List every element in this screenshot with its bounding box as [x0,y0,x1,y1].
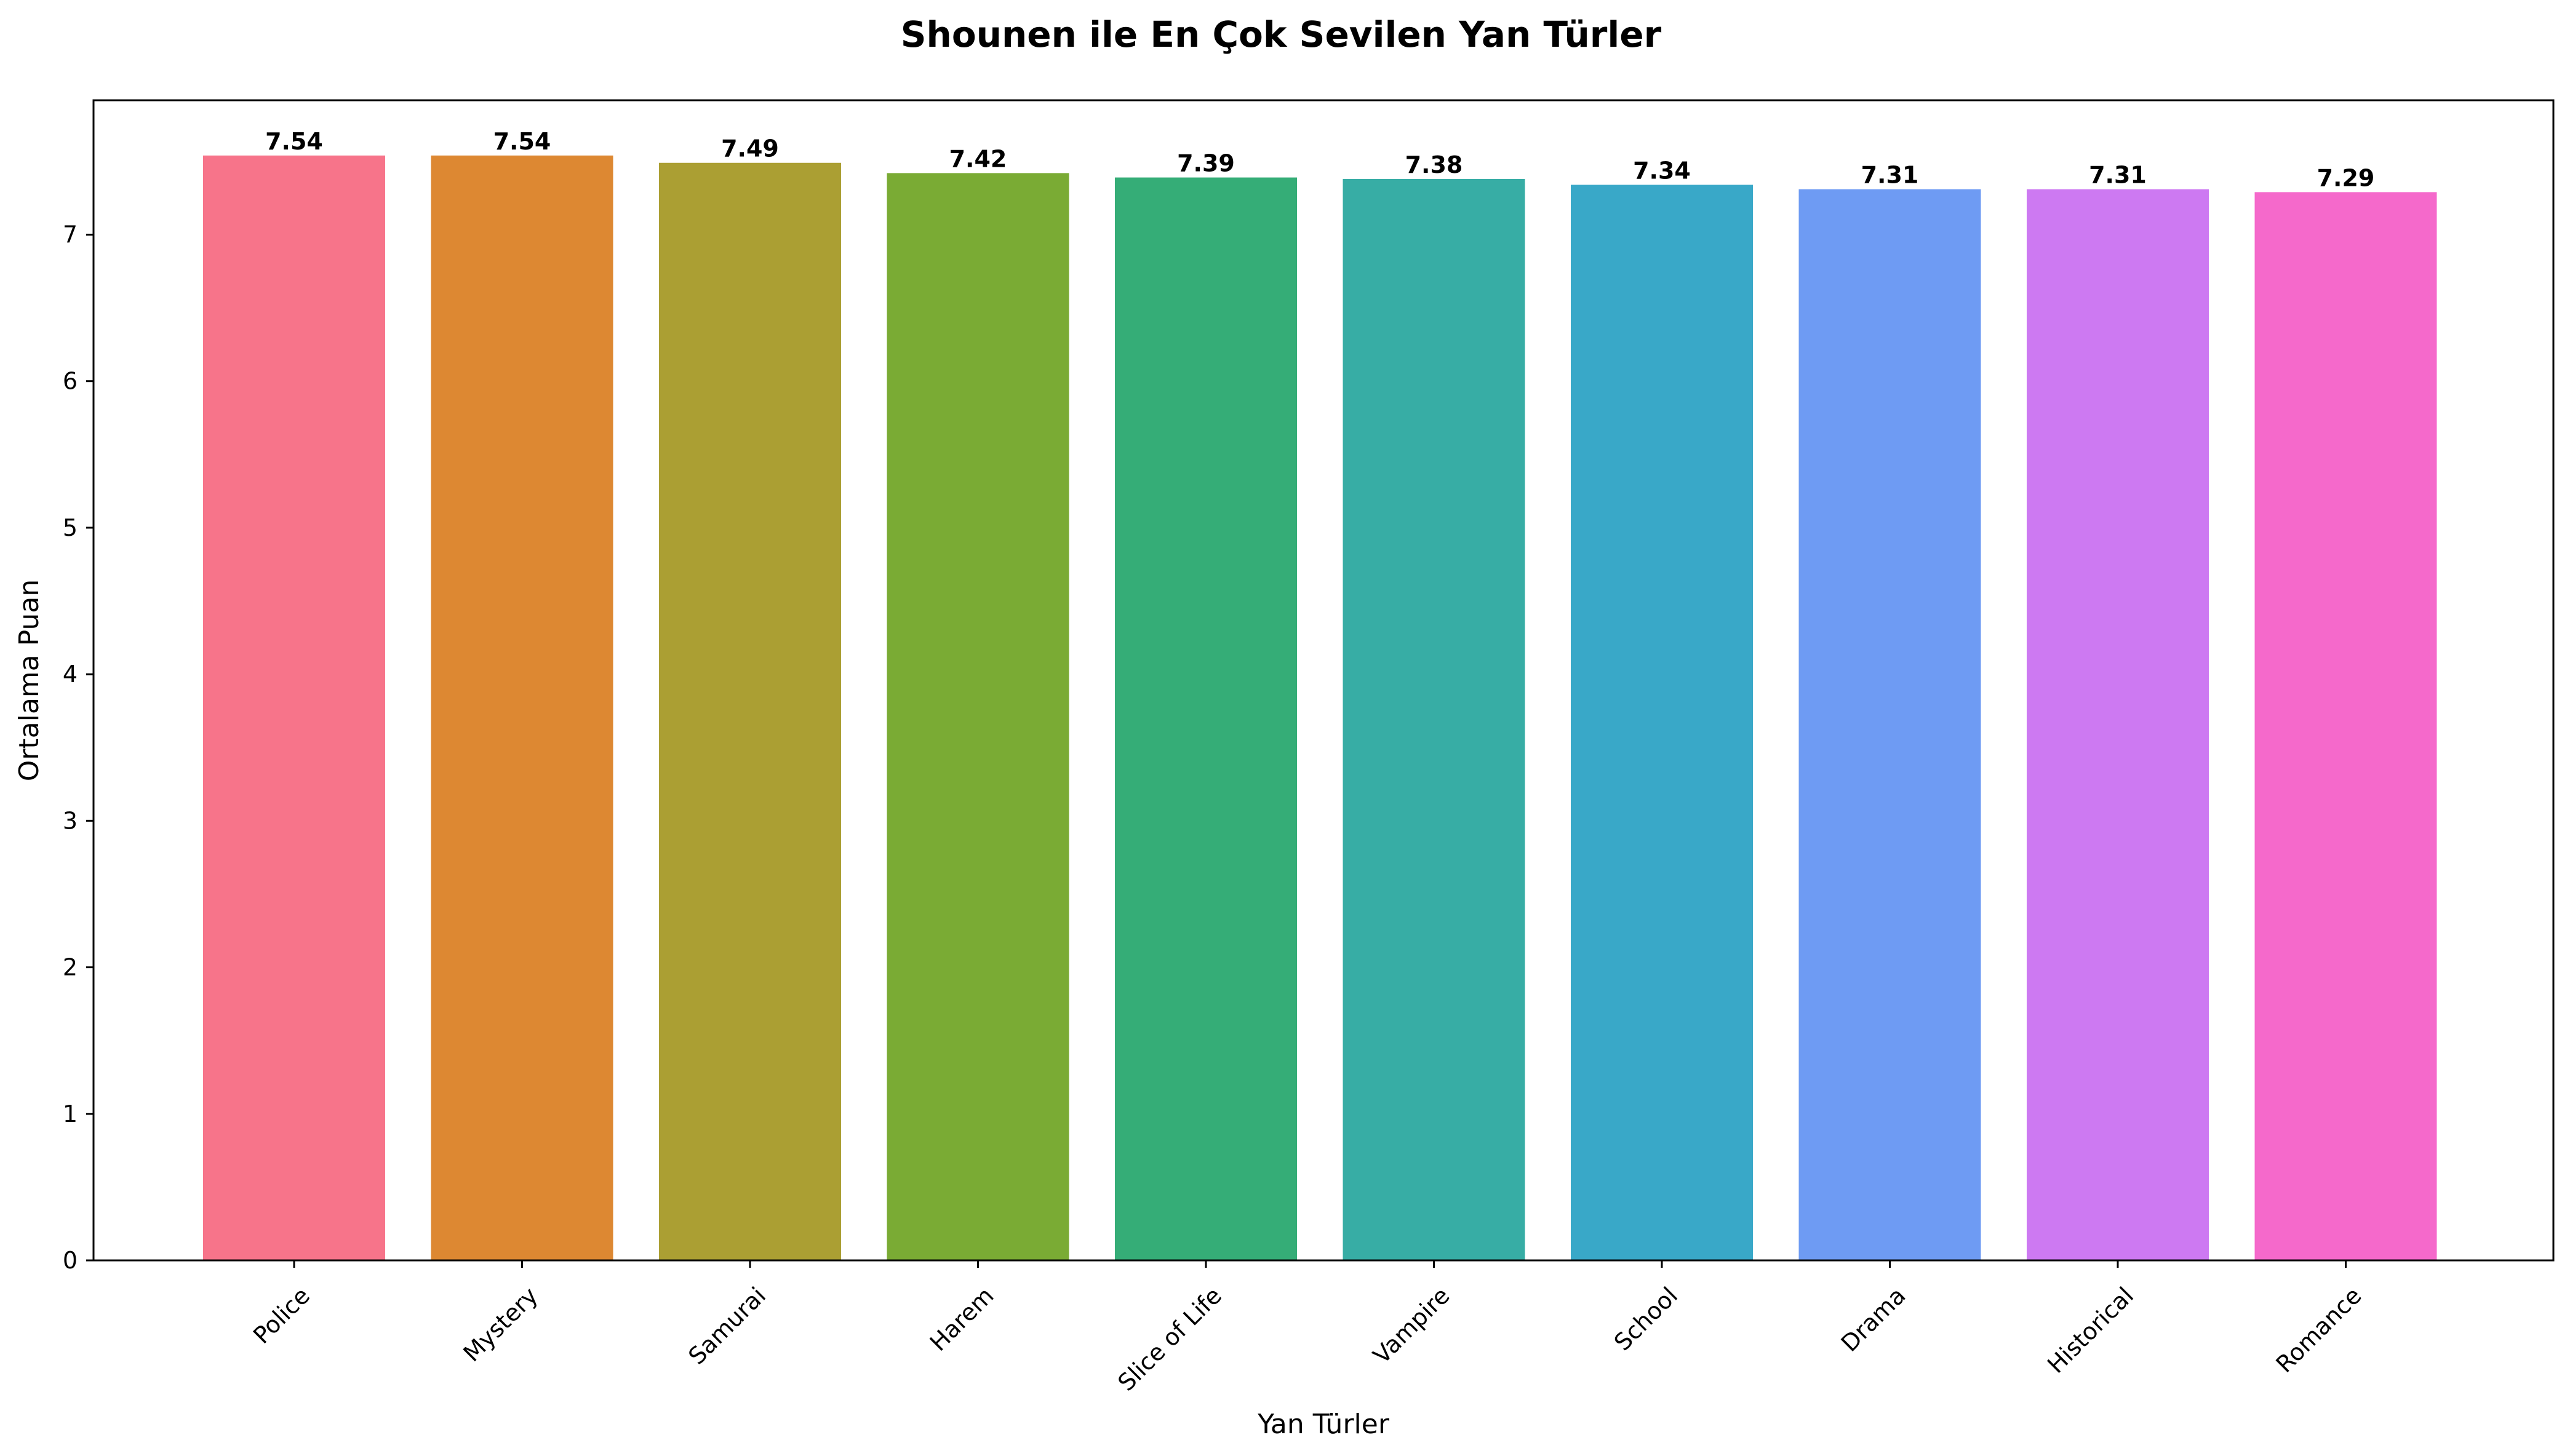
y-tick-label: 0 [63,1247,78,1274]
bar-value-label: 7.54 [265,128,323,155]
y-tick-label: 3 [63,807,78,834]
y-axis: 0 1 2 3 4 5 6 7 [63,221,94,1274]
bar-value-label: 7.31 [2089,162,2147,189]
y-tick-label: 4 [63,661,78,688]
y-axis-label: Ortalama Puan [14,579,45,781]
x-tick-label: Drama [1836,1282,1911,1357]
bar-value-label: 7.38 [1405,151,1463,178]
y-tick-label: 7 [63,221,78,248]
y-tick-label: 6 [63,368,78,395]
bar [2254,192,2437,1261]
bar [659,162,841,1261]
bar-value-label: 7.54 [493,128,551,155]
x-axis: Police Mystery Samurai Harem Slice of Life Va… [248,1260,2367,1396]
x-tick-label: School [1609,1282,1683,1356]
x-tick-label: Mystery [458,1282,543,1367]
x-tick-label: Vampire [1368,1282,1455,1369]
y-tick-label: 1 [63,1100,78,1128]
bar [1343,178,1525,1261]
bar-value-label: 7.34 [1633,157,1691,184]
bar-value-label: 7.31 [1861,162,1919,189]
bar-value-label: 7.29 [2317,164,2375,191]
chart-title: Shounen ile En Çok Sevilen Yan Türler [901,14,1662,55]
x-tick-label: Samurai [683,1282,771,1370]
bar-value-label: 7.39 [1177,150,1235,177]
bar [1115,177,1297,1261]
bar-value-label: 7.49 [721,135,779,162]
bar [431,155,613,1260]
bar [2027,189,2209,1261]
y-tick-label: 2 [63,954,78,981]
y-tick-label: 5 [63,514,78,541]
x-tick-label: Police [248,1282,315,1349]
x-tick-label: Harem [925,1282,999,1356]
bar [1798,189,1981,1261]
x-axis-label: Yan Türler [1257,1409,1390,1440]
plot-frame [92,99,2555,1262]
x-tick-label: Romance [2271,1282,2367,1378]
x-tick-label: Historical [2042,1282,2139,1378]
bar-value-label: 7.42 [949,145,1007,172]
bar [203,155,385,1260]
bar [887,173,1069,1260]
x-tick-label: Slice of Life [1112,1282,1227,1396]
bars-group [203,155,2437,1261]
value-labels-group: 7.54 7.54 7.49 7.42 7.39 7.38 7.34 7.31 7.31 7.29 [265,128,2374,192]
bar [1571,185,1753,1260]
